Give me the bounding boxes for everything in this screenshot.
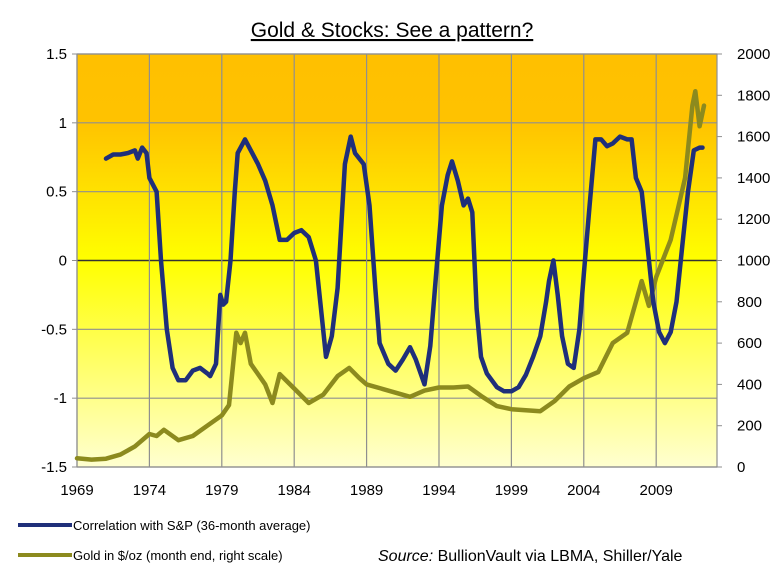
y-tick-label: 1.5	[46, 46, 67, 63]
x-tick-label: 1984	[278, 482, 311, 499]
y-tick-label: -1	[54, 390, 67, 407]
y2-tick-label: 1400	[737, 170, 770, 187]
x-axis: 1969 1974 1979 1984 1989 1994 1999 2004 2009	[60, 482, 673, 499]
y2-tick-label: 0	[737, 459, 745, 476]
x-tick-label: 1999	[495, 482, 528, 499]
legend-label-gold: Gold in $/oz (month end, right scale)	[73, 548, 283, 563]
x-tick-label: 1979	[205, 482, 238, 499]
legend-label-correlation: Correlation with S&P (36-month average)	[73, 518, 311, 533]
x-tick-label: 1969	[60, 482, 93, 499]
series-line-gold	[74, 88, 707, 462]
series-layer	[74, 88, 707, 462]
y2-tick-label: 400	[737, 376, 762, 393]
y-tick-label: -0.5	[41, 321, 67, 338]
y2-tick-label: 600	[737, 335, 762, 352]
series-line-correlation	[103, 134, 705, 394]
y-tick-label: -1.5	[41, 459, 67, 476]
y2-tick-label: 1000	[737, 253, 770, 270]
source-label: Source:	[378, 548, 433, 565]
source-text: BullionVault via LBMA, Shiller/Yale	[433, 548, 682, 565]
y-tick-label: 1	[59, 115, 67, 132]
y-tick-label: 0.5	[46, 184, 67, 201]
x-tick-label: 1989	[350, 482, 383, 499]
x-tick-label: 1994	[422, 482, 455, 499]
y-tick-label: 0	[59, 253, 67, 270]
y2-tick-label: 1800	[737, 87, 770, 104]
x-tick-label: 1974	[133, 482, 166, 499]
y2-tick-label: 800	[737, 294, 762, 311]
y2-tick-label: 1600	[737, 129, 770, 146]
y2-tick-label: 200	[737, 418, 762, 435]
chart-title: Gold & Stocks: See a pattern?	[251, 19, 534, 42]
y2-tick-label: 1200	[737, 211, 770, 228]
x-tick-label: 2009	[639, 482, 672, 499]
legend: Correlation with S&P (36-month average) …	[18, 518, 311, 563]
x-tick-label: 2004	[567, 482, 600, 499]
y2-tick-label: 2000	[737, 46, 770, 63]
y-axis-left: 1.5 1 0.5 0 -0.5 -1 -1.5	[41, 46, 77, 476]
source-note: Source: BullionVault via LBMA, Shiller/Y…	[378, 548, 683, 565]
